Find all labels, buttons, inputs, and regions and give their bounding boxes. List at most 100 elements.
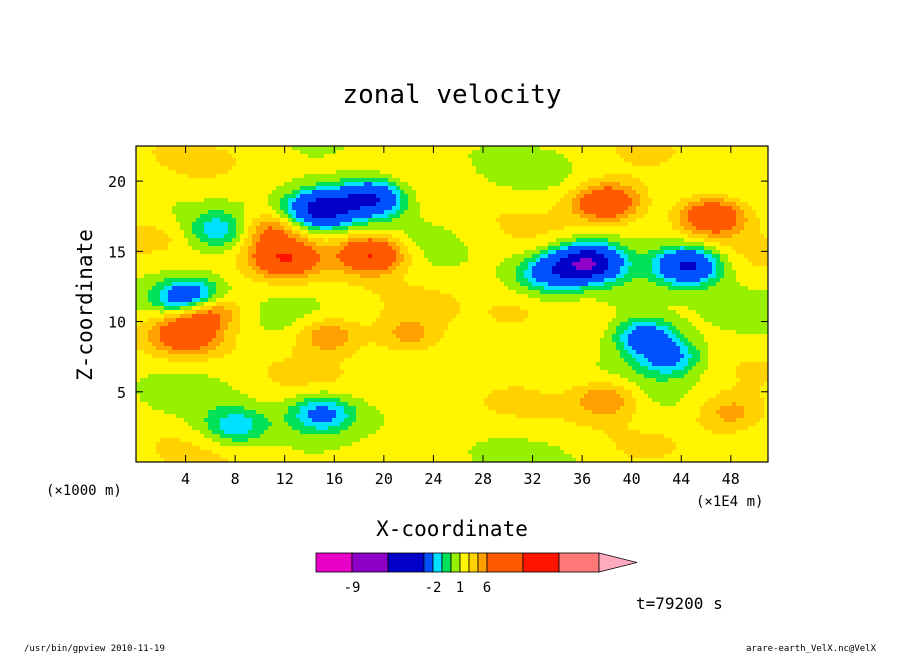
heatmap-cell (620, 146, 625, 151)
heatmap-cell (336, 206, 341, 211)
heatmap-cell (720, 258, 725, 263)
heatmap-cell (644, 186, 649, 191)
heatmap-cell (432, 214, 437, 219)
heatmap-cell (136, 218, 141, 223)
heatmap-cell (364, 238, 369, 243)
heatmap-cell (668, 178, 673, 183)
heatmap-cell (388, 166, 393, 171)
heatmap-cell (192, 190, 197, 195)
heatmap-cell (276, 206, 281, 211)
heatmap-cell (372, 262, 377, 267)
heatmap-cell (156, 250, 161, 255)
heatmap-cell (748, 234, 753, 239)
heatmap-cell (568, 254, 573, 259)
heatmap-cell (176, 238, 181, 243)
heatmap-cell (352, 226, 357, 231)
heatmap-cell (472, 186, 477, 191)
heatmap-cell (324, 226, 329, 231)
heatmap-cell (488, 270, 493, 275)
heatmap-cell (452, 206, 457, 211)
heatmap-cell (740, 242, 745, 247)
heatmap-cell (620, 222, 625, 227)
heatmap-cell (444, 266, 449, 271)
heatmap-cell (584, 234, 589, 239)
heatmap-cell (200, 170, 205, 175)
heatmap-cell (236, 258, 241, 263)
heatmap-cell (432, 266, 437, 271)
heatmap-cell (708, 174, 713, 179)
heatmap-cell (748, 206, 753, 211)
heatmap-cell (672, 146, 677, 151)
heatmap-cell (676, 154, 681, 159)
heatmap-cell (548, 146, 553, 151)
heatmap-cell (696, 186, 701, 191)
heatmap-cell (160, 222, 165, 227)
heatmap-cell (708, 186, 713, 191)
heatmap-cell (516, 170, 521, 175)
heatmap-cell (704, 194, 709, 199)
heatmap-cell (372, 158, 377, 163)
heatmap-cell (584, 194, 589, 199)
heatmap-cell (488, 214, 493, 219)
heatmap-cell (700, 162, 705, 167)
heatmap-cell (436, 202, 441, 207)
heatmap-cell (488, 174, 493, 179)
heatmap-cell (236, 182, 241, 187)
heatmap-cell (392, 186, 397, 191)
heatmap-cell (364, 166, 369, 171)
heatmap-cell (752, 178, 757, 183)
heatmap-cell (748, 258, 753, 263)
heatmap-cell (740, 266, 745, 271)
heatmap-cell (260, 246, 265, 251)
heatmap-cell (428, 214, 433, 219)
heatmap-cell (656, 174, 661, 179)
heatmap-cell (172, 210, 177, 215)
heatmap-cell (188, 214, 193, 219)
heatmap-cell (608, 150, 613, 155)
heatmap-cell (544, 250, 549, 255)
heatmap-cell (240, 266, 245, 271)
heatmap-cell (348, 250, 353, 255)
heatmap-cell (540, 146, 545, 151)
heatmap-cell (576, 162, 581, 167)
heatmap-cell (328, 238, 333, 243)
heatmap-cell (136, 250, 141, 255)
heatmap-cell (392, 250, 397, 255)
heatmap-cell (360, 158, 365, 163)
heatmap-cell (764, 182, 769, 187)
heatmap-cell (204, 214, 209, 219)
heatmap-cell (340, 146, 345, 151)
heatmap-cell (512, 262, 517, 267)
heatmap-cell (564, 246, 569, 251)
heatmap-cell (540, 174, 545, 179)
heatmap-cell (184, 250, 189, 255)
heatmap-cell (240, 242, 245, 247)
heatmap-cell (376, 214, 381, 219)
heatmap-cell (512, 222, 517, 227)
heatmap-cell (736, 146, 741, 151)
heatmap-cell (260, 202, 265, 207)
heatmap-cell (520, 234, 525, 239)
heatmap-cell (424, 190, 429, 195)
heatmap-cell (160, 154, 165, 159)
heatmap-cell (288, 222, 293, 227)
heatmap-cell (724, 210, 729, 215)
heatmap-cell (604, 254, 609, 259)
heatmap-cell (404, 174, 409, 179)
heatmap-cell (648, 230, 653, 235)
heatmap-cell (208, 210, 213, 215)
heatmap-cell (312, 182, 317, 187)
heatmap-cell (528, 190, 533, 195)
heatmap-cell (332, 170, 337, 175)
heatmap-cell (300, 266, 305, 271)
heatmap-cell (192, 270, 197, 275)
heatmap-cell (320, 186, 325, 191)
heatmap-cell (532, 154, 537, 159)
heatmap-cell (724, 242, 729, 247)
heatmap-cell (260, 250, 265, 255)
heatmap-cell (448, 250, 453, 255)
heatmap-cell (656, 170, 661, 175)
heatmap-cell (756, 266, 761, 271)
heatmap-cell (296, 266, 301, 271)
heatmap-cell (584, 146, 589, 151)
